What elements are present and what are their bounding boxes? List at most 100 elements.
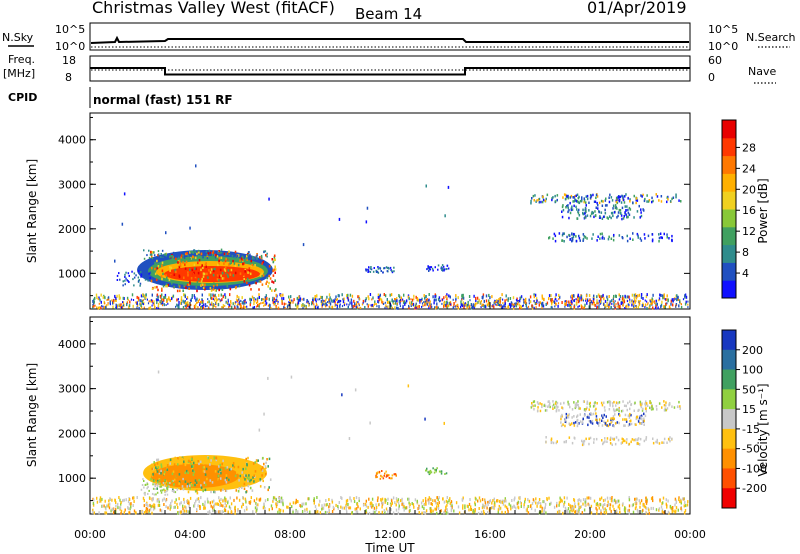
- echo-cell: [381, 497, 384, 501]
- echo-cell: [645, 510, 647, 514]
- echo-cell: [552, 441, 555, 445]
- echo-cell: [371, 298, 373, 301]
- echo-cell: [303, 297, 305, 301]
- echo-cell: [584, 409, 587, 413]
- echo-cell: [187, 274, 189, 277]
- echo-cell: [565, 440, 567, 443]
- echo-cell: [255, 256, 258, 259]
- echo-cell: [149, 277, 151, 279]
- echo-cell: [165, 499, 167, 503]
- echo-cell: [624, 506, 626, 510]
- echo-cell: [179, 289, 181, 293]
- echo-cell: [165, 284, 167, 288]
- echo-cell: [256, 302, 258, 304]
- echo-cell: [128, 502, 131, 506]
- echo-cell: [203, 505, 205, 509]
- echo-cell: [662, 294, 664, 298]
- echo-cell: [190, 250, 192, 253]
- echo-cell: [650, 401, 652, 405]
- echo-cell: [281, 297, 283, 301]
- echo-cell: [413, 505, 415, 509]
- echo-cell: [191, 268, 194, 272]
- echo-cell: [445, 295, 448, 299]
- echo-cell: [116, 279, 119, 281]
- echo-cell: [669, 436, 671, 439]
- echo-cell: [604, 204, 607, 207]
- echo-cell: [659, 498, 661, 502]
- echo-cell: [153, 503, 155, 507]
- echo-cell: [491, 305, 493, 308]
- echo-cell: [180, 256, 182, 259]
- echo-cell: [578, 498, 580, 502]
- echo-cell: [378, 301, 380, 304]
- echo-cell: [212, 509, 214, 513]
- echo-cell: [667, 499, 669, 503]
- echo-cell: [619, 414, 621, 417]
- echo-cell: [160, 253, 162, 255]
- echo-cell: [571, 301, 573, 304]
- echo-cell: [555, 404, 558, 407]
- echo-cell: [240, 299, 242, 302]
- echo-cell: [636, 441, 639, 445]
- echo-cell: [339, 305, 341, 308]
- echo-cell: [143, 306, 145, 309]
- echo-cell: [149, 497, 151, 500]
- echo-cell: [572, 235, 575, 239]
- echo-cell: [680, 507, 682, 511]
- echo-cell: [636, 508, 639, 512]
- echo-cell: [273, 258, 275, 262]
- echo-cell: [153, 251, 155, 254]
- echo-cell: [583, 306, 585, 309]
- echo-cell: [269, 277, 272, 280]
- echo-cell: [606, 437, 609, 440]
- echo-cell: [580, 199, 583, 203]
- echo-cell: [381, 501, 383, 505]
- echo-cell: [382, 501, 384, 505]
- echo-cell: [509, 504, 512, 508]
- echo-cell: [432, 269, 434, 272]
- echo-cell: [197, 497, 200, 501]
- echo-cell: [584, 206, 587, 210]
- echo-cell: [192, 251, 194, 254]
- echo-cell: [249, 479, 251, 483]
- echo-cell: [462, 506, 464, 510]
- echo-cell: [322, 302, 324, 305]
- echo-cell: [582, 441, 584, 444]
- echo-cell: [425, 469, 428, 472]
- echo-cell: [562, 511, 564, 515]
- echo-cell: [542, 304, 544, 307]
- echo-cell: [663, 437, 666, 441]
- echo-cell: [379, 477, 382, 480]
- echo-cell: [346, 295, 349, 299]
- echo-cell: [654, 302, 656, 305]
- colorbar-swatch: [722, 262, 736, 281]
- echo-cell: [645, 438, 647, 441]
- echo-cell: [589, 298, 591, 302]
- echo-cell: [643, 439, 646, 443]
- echo-cell: [258, 304, 260, 308]
- echo-cell: [156, 458, 158, 462]
- echo-cell: [296, 306, 299, 310]
- echo-cell: [220, 248, 223, 251]
- colorbar-swatch: [722, 244, 736, 263]
- echo-cell: [581, 198, 583, 202]
- echo-cell: [507, 297, 509, 301]
- echo-cell: [358, 304, 360, 307]
- echo-cell: [472, 304, 474, 308]
- echo-cell: [564, 419, 566, 423]
- echo-cell: [660, 236, 662, 239]
- echo-cell: [221, 298, 223, 302]
- echo-cell: [213, 282, 215, 285]
- echo-cell: [622, 198, 625, 202]
- echo-cell: [165, 254, 167, 257]
- echo-cell: [207, 252, 209, 255]
- echo-cell: [179, 487, 182, 491]
- echo-cell: [273, 302, 275, 306]
- echo-cell: [625, 305, 627, 307]
- echo-cell: [392, 496, 395, 500]
- echo-cell: [138, 306, 140, 310]
- echo-cell: [148, 249, 150, 252]
- echo-cell: [676, 295, 678, 299]
- echo-cell: [202, 469, 205, 473]
- echo-cell: [396, 499, 398, 503]
